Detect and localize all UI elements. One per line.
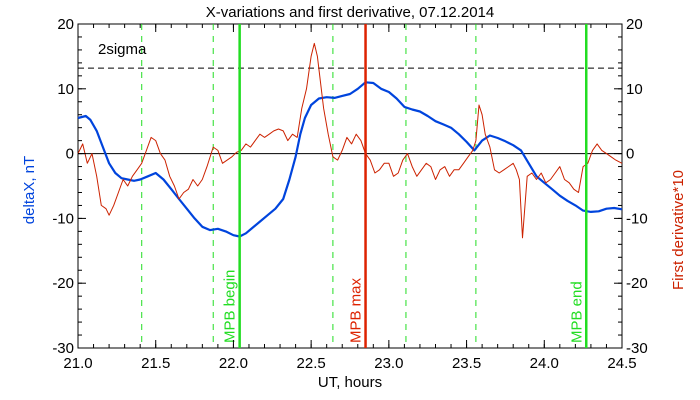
x-tick-label: 24.0 xyxy=(530,355,559,372)
x-tick-label: 21.5 xyxy=(141,355,170,372)
y-tick-label-left: -10 xyxy=(52,210,74,227)
marker-label: MPB begin xyxy=(222,270,239,343)
marker-label: MPB max xyxy=(348,277,365,343)
y-tick-label-left: -30 xyxy=(52,340,74,357)
marker-label: MPB end xyxy=(568,281,585,343)
threshold-label: 2sigma xyxy=(98,41,147,58)
series-line-deltax xyxy=(77,81,623,238)
y-tick-label-left: 10 xyxy=(57,81,74,98)
x-tick-label: 22.5 xyxy=(297,355,326,372)
x-tick-label: 23.0 xyxy=(374,355,403,372)
y-tick-label-right: -10 xyxy=(626,210,648,227)
y-tick-label-right: 0 xyxy=(626,146,634,163)
x-tick-label: 21.0 xyxy=(63,355,92,372)
y-tick-label-right: -20 xyxy=(626,275,648,292)
y-tick-label-left: 0 xyxy=(66,146,74,163)
x-tick-label: 24.5 xyxy=(607,355,636,372)
y-axis-label-right: First derivative*10 xyxy=(670,170,687,290)
y-tick-label-right: -30 xyxy=(626,340,648,357)
chart-title: X-variations and first derivative, 07.12… xyxy=(206,4,495,21)
y-tick-label-right: 20 xyxy=(626,16,643,33)
x-axis-label: UT, hours xyxy=(318,374,382,391)
x-tick-label: 22.0 xyxy=(219,355,248,372)
y-tick-label-left: 20 xyxy=(57,16,74,33)
x-tick-label: 23.5 xyxy=(452,355,481,372)
y-axis-label-left: deltaX, nT xyxy=(21,156,38,224)
y-tick-label-right: 10 xyxy=(626,81,643,98)
series-line-derivative xyxy=(77,42,623,239)
y-tick-label-left: -20 xyxy=(52,275,74,292)
